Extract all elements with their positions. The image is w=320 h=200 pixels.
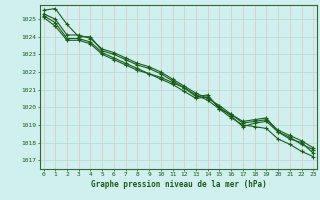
- X-axis label: Graphe pression niveau de la mer (hPa): Graphe pression niveau de la mer (hPa): [91, 180, 266, 189]
